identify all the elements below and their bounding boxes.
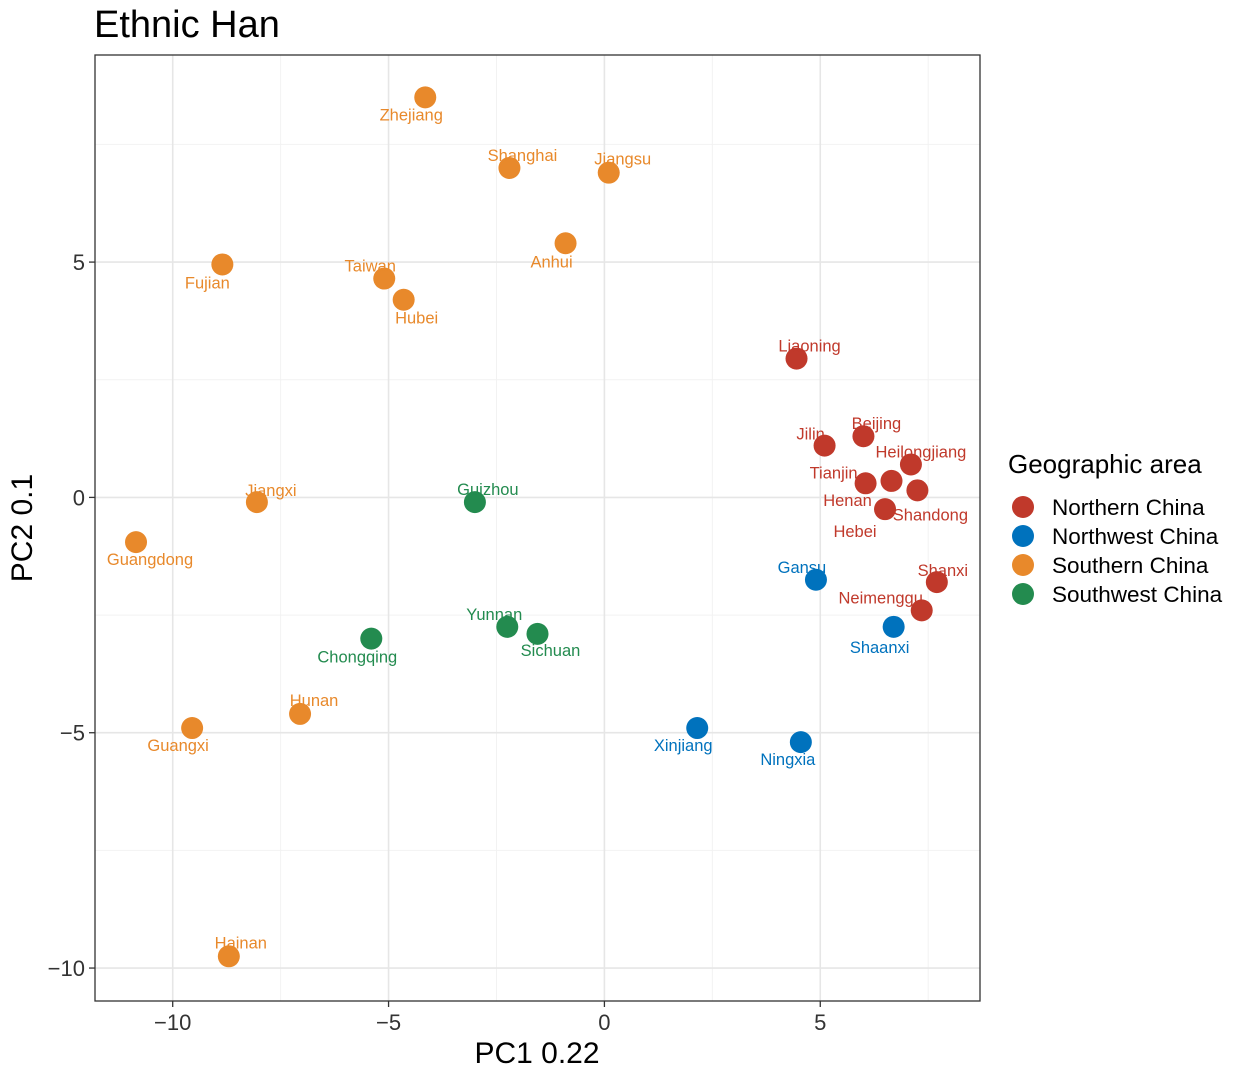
- legend-label-southwest-china: Southwest China: [1052, 582, 1223, 607]
- point-heilongjiang: [899, 453, 922, 476]
- legend-key-southern-china: [1012, 554, 1034, 576]
- point-shandong: [906, 479, 929, 502]
- point-label-anhui: Anhui: [530, 253, 572, 271]
- legend-key-northern-china: [1012, 496, 1034, 518]
- x-tick-label: 5: [814, 1010, 826, 1035]
- point-label-guizhou: Guizhou: [457, 481, 518, 499]
- point-xinjiang: [686, 717, 709, 740]
- point-label-hebei: Hebei: [833, 523, 876, 541]
- x-tick-label: −10: [154, 1010, 191, 1035]
- point-gansu: [804, 568, 827, 591]
- data-points: [125, 86, 948, 968]
- x-tick-label: 0: [598, 1010, 610, 1035]
- point-jiangxi: [245, 491, 268, 514]
- point-label-shandong: Shandong: [893, 506, 968, 524]
- point-hebei: [874, 498, 897, 521]
- point-label-jilin: Jilin: [796, 426, 824, 444]
- y-tick-label: −10: [48, 956, 85, 981]
- point-label-xinjiang: Xinjiang: [654, 737, 713, 755]
- point-label-beijing: Beijing: [852, 415, 902, 433]
- point-label-sichuan: Sichuan: [521, 642, 581, 660]
- point-shanxi: [925, 571, 948, 594]
- point-label-jiangxi: Jiangxi: [245, 482, 296, 500]
- point-guangxi: [181, 717, 204, 740]
- point-beijing: [852, 425, 875, 448]
- point-hainan: [217, 945, 240, 968]
- point-yunnan: [496, 615, 519, 638]
- point-label-ningxia: Ningxia: [760, 751, 816, 769]
- point-guangdong: [125, 531, 148, 554]
- legend: Geographic area Northern China Northwest …: [1008, 449, 1223, 607]
- point-neimenggu: [910, 599, 933, 622]
- point-label-chongqing: Chongqing: [317, 649, 397, 667]
- point-label-neimenggu: Neimenggu: [839, 589, 923, 607]
- point-shanghai: [498, 156, 521, 179]
- point-anhui: [554, 232, 577, 255]
- point-jiangsu: [597, 161, 620, 184]
- point-label-guangxi: Guangxi: [147, 737, 208, 755]
- y-axis-title: PC2 0.1: [6, 474, 39, 582]
- point-tianjin: [854, 472, 877, 495]
- point-label-guangdong: Guangdong: [107, 551, 193, 569]
- grid: [95, 55, 980, 1001]
- point-sichuan: [526, 622, 549, 645]
- y-tick-label: 0: [73, 485, 85, 510]
- point-ningxia: [789, 731, 812, 754]
- x-tick-label: −5: [376, 1010, 401, 1035]
- point-label-shanxi: Shanxi: [918, 562, 968, 580]
- point-label-taiwan: Taiwan: [345, 258, 396, 276]
- point-jilin: [813, 434, 836, 457]
- point-label-henan: Henan: [823, 492, 872, 510]
- point-hubei: [392, 288, 415, 311]
- point-fujian: [211, 253, 234, 276]
- point-label-liaoning: Liaoning: [778, 338, 840, 356]
- point-label-hainan: Hainan: [215, 934, 267, 952]
- point-zhejiang: [414, 86, 437, 109]
- legend-label-northwest-china: Northwest China: [1052, 524, 1219, 549]
- legend-label-northern-china: Northern China: [1052, 495, 1205, 520]
- point-chongqing: [360, 627, 383, 650]
- point-hunan: [289, 702, 312, 725]
- legend-key-northwest-china: [1012, 525, 1034, 547]
- plot-panel-border: [94, 54, 981, 1002]
- plot-panel: [95, 55, 980, 1001]
- point-label-shanghai: Shanghai: [488, 147, 558, 165]
- point-label-fujian: Fujian: [185, 274, 230, 292]
- point-guizhou: [463, 491, 486, 514]
- point-label-hunan: Hunan: [290, 692, 339, 710]
- point-taiwan: [373, 267, 396, 290]
- point-henan: [880, 469, 903, 492]
- legend-key-southwest-china: [1012, 583, 1034, 605]
- chart-title: Ethnic Han: [94, 4, 280, 46]
- axes: −10 −5 0 5 −10 −5 0 5: [48, 250, 827, 1035]
- point-labels: Liaoning Jilin Beijing Heilongjiang Tianjin H…: [107, 106, 968, 952]
- point-shaanxi: [882, 615, 905, 638]
- point-label-yunnan: Yunnan: [466, 606, 522, 624]
- point-liaoning: [785, 347, 808, 370]
- legend-title: Geographic area: [1008, 449, 1202, 479]
- y-tick-label: 5: [73, 250, 85, 275]
- y-tick-label: −5: [60, 721, 85, 746]
- point-label-jiangsu: Jiangsu: [594, 151, 651, 169]
- point-label-zhejiang: Zhejiang: [380, 106, 443, 124]
- point-label-tianjin: Tianjin: [810, 464, 858, 482]
- point-label-heilongjiang: Heilongjiang: [876, 443, 967, 461]
- x-axis-title: PC1 0.22: [474, 1037, 599, 1070]
- point-label-hubei: Hubei: [395, 310, 438, 328]
- point-label-shaanxi: Shaanxi: [850, 639, 910, 657]
- legend-label-southern-china: Southern China: [1052, 553, 1209, 578]
- point-label-gansu: Gansu: [778, 559, 827, 577]
